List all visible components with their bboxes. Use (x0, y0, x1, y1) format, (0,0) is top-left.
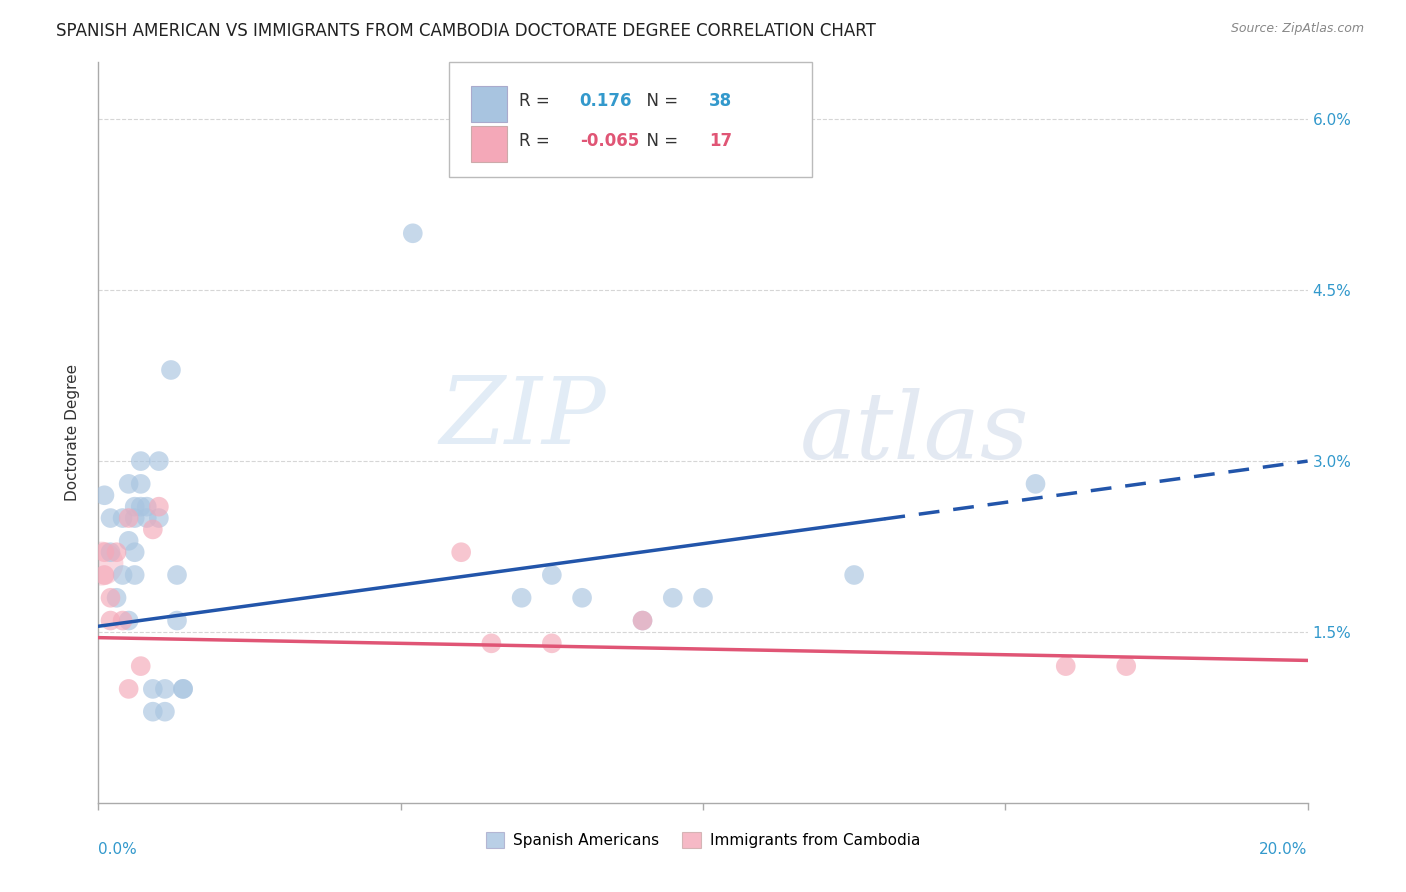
Point (481, 636, 503, 650)
Text: N =: N = (637, 92, 683, 110)
Point (571, 591, 593, 605)
Point (129, 476, 152, 491)
Point (124, 500, 146, 514)
Point (1115, 659, 1137, 673)
Point (111, 568, 134, 582)
Point (111, 614, 134, 628)
Point (93, 545, 115, 559)
Point (129, 659, 152, 673)
Point (118, 511, 141, 525)
Point (148, 454, 170, 468)
Point (111, 511, 134, 525)
Point (148, 500, 170, 514)
Point (661, 591, 683, 605)
Legend: Spanish Americans, Immigrants from Cambodia: Spanish Americans, Immigrants from Cambo… (479, 826, 927, 855)
Point (124, 545, 146, 559)
Point (93, 568, 115, 582)
Point (540, 568, 562, 582)
Text: N =: N = (637, 132, 683, 150)
Point (153, 681, 176, 696)
Point (510, 591, 533, 605)
Text: 17: 17 (709, 132, 733, 150)
FancyBboxPatch shape (471, 126, 508, 161)
Y-axis label: Doctorate Degree: Doctorate Degree (65, 364, 80, 501)
Text: atlas: atlas (800, 388, 1029, 477)
Point (692, 591, 714, 605)
Text: R =: R = (519, 132, 555, 150)
Point (90, 557, 112, 571)
Point (129, 454, 152, 468)
Text: -0.065: -0.065 (579, 132, 638, 150)
Point (118, 533, 141, 548)
Text: R =: R = (519, 92, 555, 110)
Point (142, 681, 165, 696)
Point (1024, 476, 1046, 491)
Point (153, 705, 176, 719)
Point (844, 568, 866, 582)
Point (135, 511, 157, 525)
Point (100, 545, 122, 559)
Point (148, 511, 170, 525)
Point (93, 488, 115, 502)
Point (142, 523, 165, 537)
Point (172, 681, 194, 696)
Point (540, 636, 562, 650)
Point (129, 500, 152, 514)
Point (124, 511, 146, 525)
Point (166, 568, 188, 582)
Text: ZIP: ZIP (440, 373, 606, 463)
Point (631, 614, 654, 628)
Point (105, 591, 128, 605)
Point (450, 545, 472, 559)
FancyBboxPatch shape (449, 62, 811, 178)
Text: 0.176: 0.176 (579, 92, 633, 110)
Point (1054, 659, 1077, 673)
Point (100, 511, 122, 525)
Point (118, 681, 141, 696)
Point (100, 591, 122, 605)
Point (118, 476, 141, 491)
Point (631, 614, 654, 628)
Point (118, 614, 141, 628)
Point (172, 681, 194, 696)
Point (166, 614, 188, 628)
Point (142, 705, 165, 719)
Text: Source: ZipAtlas.com: Source: ZipAtlas.com (1230, 22, 1364, 36)
Text: 38: 38 (709, 92, 733, 110)
Text: 0.0%: 0.0% (98, 842, 138, 856)
Text: 20.0%: 20.0% (1260, 842, 1308, 856)
Point (124, 568, 146, 582)
Point (105, 545, 128, 559)
Point (402, 227, 425, 241)
Text: SPANISH AMERICAN VS IMMIGRANTS FROM CAMBODIA DOCTORATE DEGREE CORRELATION CHART: SPANISH AMERICAN VS IMMIGRANTS FROM CAMB… (56, 22, 876, 40)
FancyBboxPatch shape (471, 87, 508, 121)
Point (135, 500, 157, 514)
Point (160, 363, 183, 377)
Point (100, 614, 122, 628)
